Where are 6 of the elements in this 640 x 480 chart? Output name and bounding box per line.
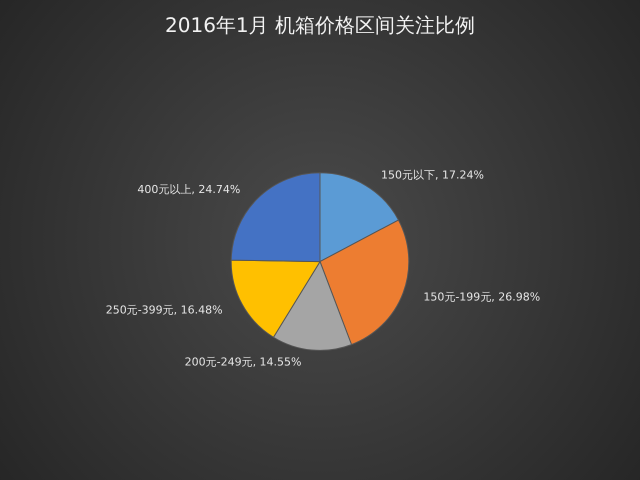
slice-label: 150元以下, 17.24% — [380, 168, 484, 182]
slice-label: 150元-199元, 26.98% — [423, 290, 540, 304]
slice-label: 250元-399元, 16.48% — [106, 304, 223, 317]
slice-label: 200元-249元, 14.55% — [184, 355, 302, 368]
chart-title: 2016年1月 机箱价格区间关注比例 — [165, 13, 475, 37]
slice-label: 400元以上, 24.74% — [137, 183, 240, 196]
